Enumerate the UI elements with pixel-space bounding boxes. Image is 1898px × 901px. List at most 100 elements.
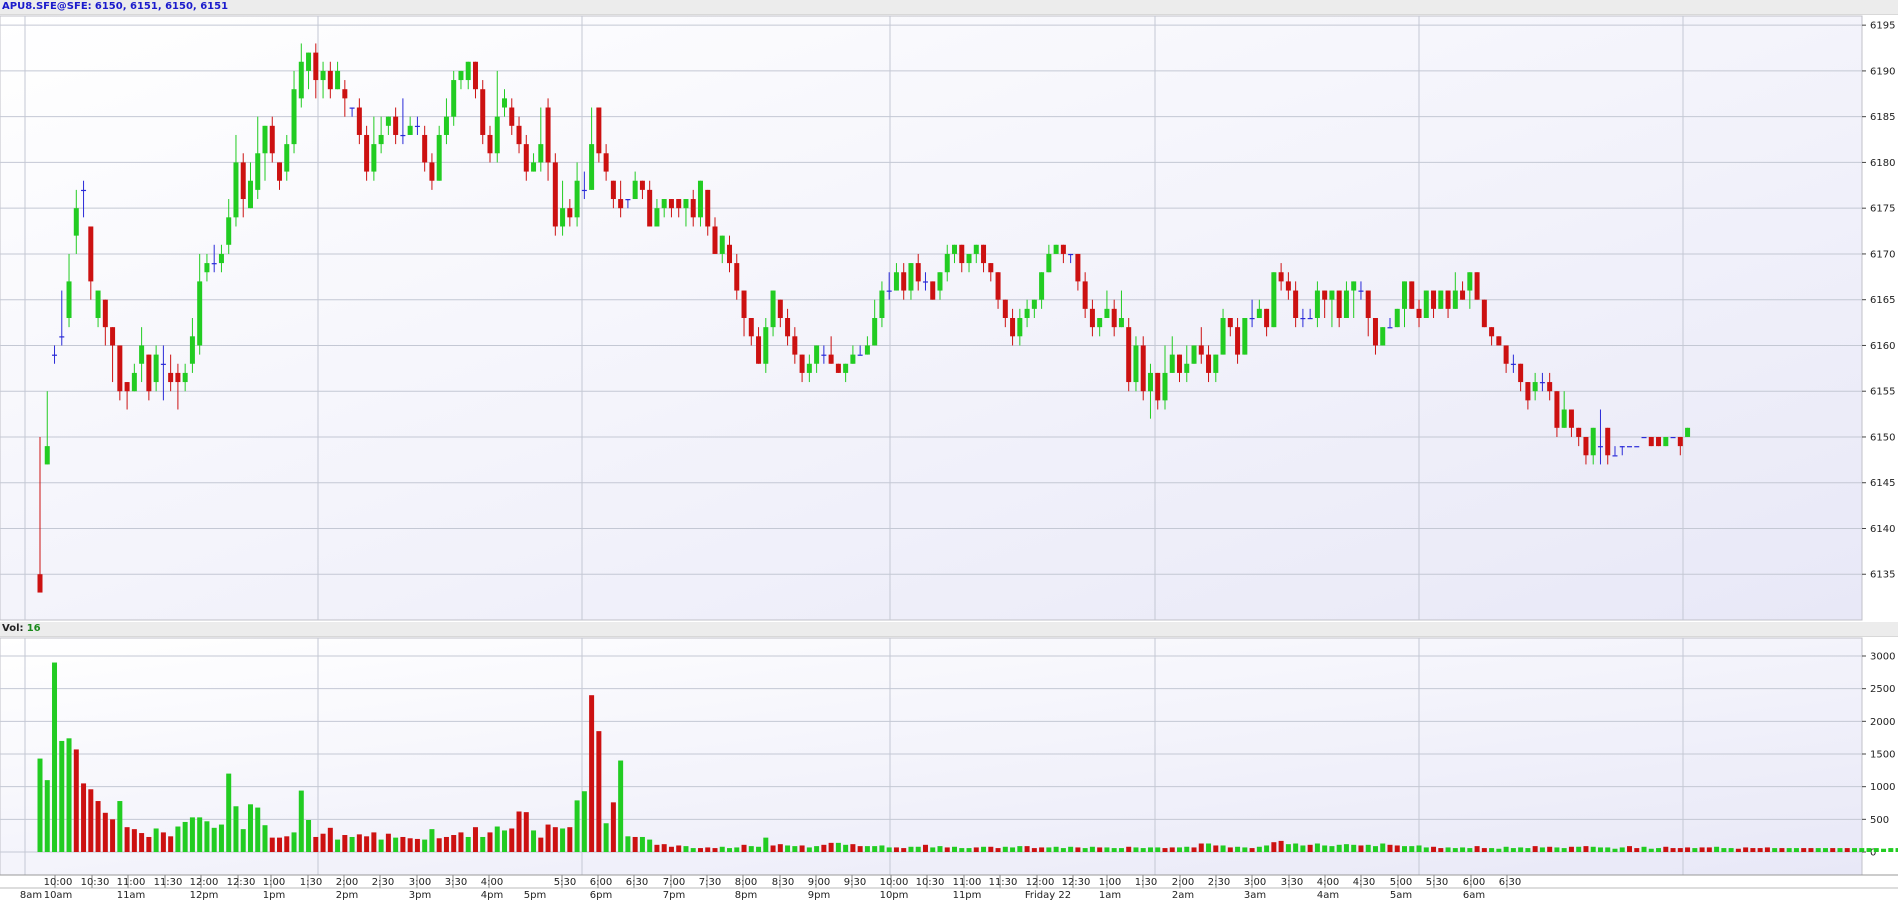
volume-bar	[182, 821, 188, 852]
volume-tick-label: 2500	[1870, 684, 1895, 695]
volume-bar	[1140, 848, 1146, 852]
time-major-label: Friday 22	[1025, 890, 1071, 901]
candle-body	[995, 272, 1001, 300]
volume-tick-label: 3000	[1870, 652, 1895, 663]
candle-body	[88, 226, 94, 282]
time-tick-label: 2:00	[336, 877, 358, 888]
volume-bar	[589, 695, 595, 852]
volume-bar	[1692, 848, 1698, 852]
candle-body	[574, 180, 580, 218]
volume-bar	[44, 780, 50, 852]
volume-bar	[102, 812, 108, 852]
candle-body	[523, 144, 529, 172]
candle-body	[1358, 290, 1364, 292]
candle-body	[596, 107, 602, 154]
volume-bar	[1728, 848, 1734, 852]
volume-bar	[1300, 845, 1306, 852]
volume-bar	[371, 832, 377, 852]
candle-body	[843, 363, 849, 373]
price-tick-label: 6180	[1870, 158, 1895, 169]
candle-body	[1568, 409, 1574, 428]
candle-body	[1162, 372, 1168, 401]
candle-body	[785, 318, 791, 337]
volume-bar	[1089, 846, 1095, 852]
volume-bar	[1402, 846, 1408, 852]
volume-bar	[516, 811, 522, 852]
volume-bar	[400, 836, 406, 852]
volume-bar	[168, 836, 174, 852]
volume-bar	[1830, 848, 1836, 852]
volume-bar	[901, 848, 907, 852]
time-tick-label: 11:30	[154, 877, 183, 888]
candle-body	[59, 336, 65, 338]
candle-body	[1322, 290, 1328, 300]
volume-bar	[1721, 848, 1727, 852]
candle-body	[429, 162, 435, 181]
volume-bar	[1612, 848, 1618, 852]
time-tick-label: 10:00	[880, 877, 909, 888]
volume-bar	[1576, 846, 1582, 852]
candle-body	[364, 134, 370, 172]
candle-body	[864, 345, 870, 355]
candle-body	[110, 327, 116, 346]
volume-bar	[1147, 847, 1153, 852]
candle-body	[414, 125, 420, 128]
volume-bar	[1394, 845, 1400, 852]
time-tick-label: 3:30	[1281, 877, 1303, 888]
candle-body	[95, 290, 101, 318]
candle-body	[610, 180, 616, 200]
volume-bar	[1554, 847, 1560, 852]
candle-body	[1198, 345, 1204, 355]
candle-body	[777, 299, 783, 318]
volume-bar	[1060, 848, 1066, 852]
volume-bar	[480, 836, 486, 852]
candle-body	[233, 162, 239, 218]
candle-body	[625, 199, 631, 201]
candle-body	[1220, 318, 1226, 355]
volume-bar	[88, 789, 94, 852]
volume-bar	[523, 812, 529, 852]
volume-bar	[1822, 848, 1828, 852]
volume-bar	[1017, 846, 1023, 852]
candle-body	[1597, 446, 1603, 448]
candle-body	[197, 281, 203, 346]
candle-body	[661, 199, 667, 209]
volume-bar	[1111, 848, 1117, 852]
volume-bar	[966, 848, 972, 852]
candle-body	[1518, 363, 1524, 383]
volume-bar	[1743, 847, 1749, 852]
volume-bar	[639, 836, 645, 852]
candle-body	[1300, 318, 1306, 320]
candle-body	[1663, 436, 1669, 447]
time-tick-label: 6:00	[1463, 877, 1485, 888]
candle-body	[603, 153, 609, 172]
time-major-label: 11am	[117, 890, 146, 901]
volume-tick-label: 0	[1870, 848, 1876, 859]
volume-bar	[1801, 848, 1807, 852]
volume-bar	[66, 738, 72, 852]
volume-bar	[1503, 846, 1509, 852]
volume-bar	[981, 846, 987, 852]
candle-body	[1256, 308, 1262, 318]
candle-body	[1118, 318, 1124, 328]
candle-body	[1278, 272, 1284, 282]
candle-body	[1372, 318, 1378, 346]
candle-body	[1554, 391, 1560, 428]
candle-body	[327, 70, 333, 90]
volume-bar	[1532, 846, 1538, 852]
volume-bar	[712, 848, 718, 852]
volume-bar	[806, 847, 812, 852]
candle-body	[1351, 281, 1357, 291]
volume-bar	[777, 844, 783, 852]
price-tick-label: 6165	[1870, 295, 1895, 306]
volume-bar	[1213, 845, 1219, 852]
candle-body	[545, 107, 551, 163]
candle-body	[1111, 308, 1117, 328]
volume-bar	[218, 824, 224, 852]
volume-bar	[1764, 847, 1770, 852]
volume-bar	[37, 758, 43, 852]
candle-body	[567, 208, 573, 218]
volume-bar	[1104, 847, 1110, 852]
volume-bar	[763, 837, 769, 852]
